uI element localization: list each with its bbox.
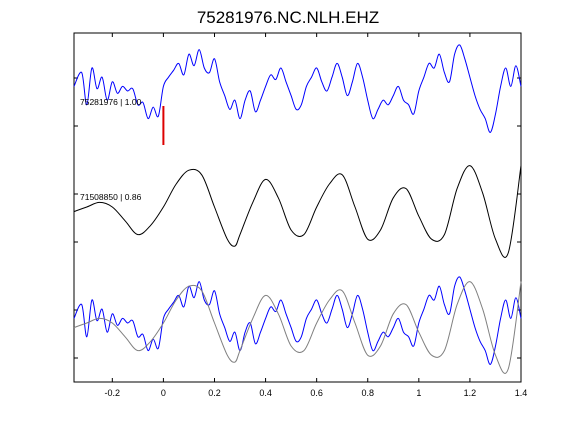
- x-tick-label: 1.4: [515, 388, 528, 398]
- x-tick-label: 0.8: [361, 388, 374, 398]
- trace-panel: [73, 276, 522, 374]
- trace-label: 71508850 | 0.86: [80, 192, 142, 202]
- trace-panel: 75281976 | 1.00: [73, 44, 522, 133]
- x-tick-label: 0.2: [208, 388, 221, 398]
- x-tick-label: -0.2: [105, 388, 121, 398]
- trace-line: [73, 44, 522, 133]
- trace-line: [73, 165, 522, 258]
- x-tick-label: 0.4: [259, 388, 272, 398]
- trace-line: [73, 276, 522, 365]
- x-tick-label: 1: [416, 388, 421, 398]
- x-tick-label: 0: [161, 388, 166, 398]
- chart-title: 75281976.NC.NLH.EHZ: [197, 8, 379, 27]
- trace-panels: 75281976 | 1.00 71508850 | 0.86: [73, 44, 522, 374]
- plot-frame: [73, 32, 522, 383]
- trace-line: [73, 281, 522, 374]
- trace-panel: 71508850 | 0.86: [73, 165, 522, 258]
- trace-label: 75281976 | 1.00: [80, 97, 142, 107]
- x-tick-label: 1.2: [464, 388, 477, 398]
- x-tick-label: 0.6: [310, 388, 323, 398]
- x-axis: -0.2 0 0.2 0.4 0.6 0.8 1 1.2 1.4: [105, 33, 528, 398]
